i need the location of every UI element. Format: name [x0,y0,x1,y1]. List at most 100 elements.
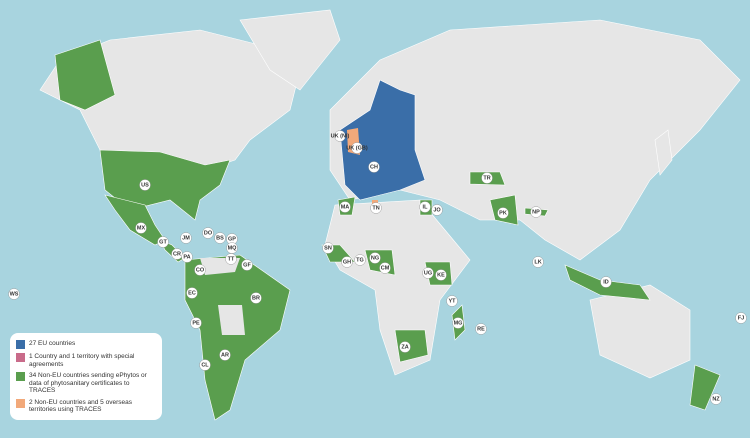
country-label: PA [183,254,190,260]
country-label: BR [252,295,260,301]
country-label: BS [216,235,224,241]
country-label: NP [532,209,540,215]
label-badge [181,251,193,263]
label-badge [190,317,202,329]
country-label: CL [201,362,209,368]
label-badge [735,312,747,324]
label-badge [194,264,206,276]
label-badge [250,292,262,304]
label-badge [186,287,198,299]
label-badge [446,295,458,307]
country-label: JM [182,235,190,241]
country-label: FJ [738,315,744,321]
country-label: CR [173,251,181,257]
label-badge [135,222,147,234]
legend: 27 EU countries 1 Country and 1 territor… [10,333,162,420]
legend-item: 34 Non-EU countries sending ePhytos or d… [16,372,156,395]
country-label: YT [448,298,456,304]
label-badge [481,172,493,184]
legend-item: 27 EU countries [16,340,156,349]
country-label: MQ [228,245,238,251]
label-badge [339,201,351,213]
country-label: ID [603,279,609,285]
legend-text: 2 Non-EU countries and 5 overseas territ… [29,398,132,414]
label-badge [497,207,509,219]
country-label: DO [204,230,213,236]
country-label: TG [356,257,364,263]
country-label: LK [534,259,541,265]
country-label: KE [437,272,445,278]
country-label: PE [192,320,200,326]
country-label: NZ [712,396,720,402]
label-badge [422,267,434,279]
label-badge [202,227,214,239]
label-badge [214,232,226,244]
country-label: AR [221,352,229,358]
legend-text: 34 Non-EU countries sending ePhytos or d… [29,372,147,394]
country-label: GP [228,236,236,242]
label-badge [241,259,253,271]
label-badge [334,130,346,142]
legend-swatch [16,398,25,408]
country-label: CO [196,267,205,273]
label-badge [199,359,211,371]
label-badge [452,317,464,329]
label-badge [600,276,612,288]
country-label: CH [370,164,378,170]
label-badge [322,242,334,254]
label-badge [219,349,231,361]
label-badge [419,201,431,213]
label-badge [435,269,447,281]
eu-countries [339,79,426,201]
label-badge [341,256,353,268]
country-label: GT [159,239,167,245]
label-badge [399,341,411,353]
label-badge [354,254,366,266]
country-label: MX [137,225,146,231]
country-label: GF [243,262,251,268]
label-badge [225,253,237,265]
country-label: IL [423,204,429,210]
country-label: EC [188,290,196,296]
country-label: TN [372,205,379,211]
country-label: NG [371,255,379,261]
label-badge [369,252,381,264]
country-label: CM [381,265,390,271]
label-badge [370,202,382,214]
country-label: TR [483,175,490,181]
legend-swatch [16,372,25,381]
legend-text: 27 EU countries [29,340,76,347]
country-label: SN [324,245,332,251]
label-badge [139,179,151,191]
label-badge [710,393,722,405]
country-label: JO [433,207,441,213]
country-label: MA [341,204,350,210]
label-badge [532,256,544,268]
legend-item: 2 Non-EU countries and 5 overseas territ… [16,398,156,414]
label-badge [379,262,391,274]
country-label: US [141,182,149,188]
label-badge [351,142,363,154]
country-label: PK [499,210,507,216]
label-badge [8,288,20,300]
country-label: ZA [401,344,408,350]
label-badge [530,206,542,218]
label-badge [180,232,192,244]
label-badge [157,236,169,248]
label-badge [475,323,487,335]
country-label: UG [424,270,432,276]
country-label: RE [477,326,485,332]
legend-text: 1 Country and 1 territory with special a… [29,353,135,368]
country-label: WS [10,291,19,297]
legend-swatch [16,353,25,362]
legend-swatch [16,340,25,349]
country-label: GH [343,259,351,265]
country-label: UK (NI) [331,133,350,139]
country-label: MG [454,320,463,326]
legend-item: 1 Country and 1 territory with special a… [16,353,156,368]
country-label: UK (GB) [346,145,368,151]
label-badge [431,204,443,216]
country-label: TT [228,256,235,262]
